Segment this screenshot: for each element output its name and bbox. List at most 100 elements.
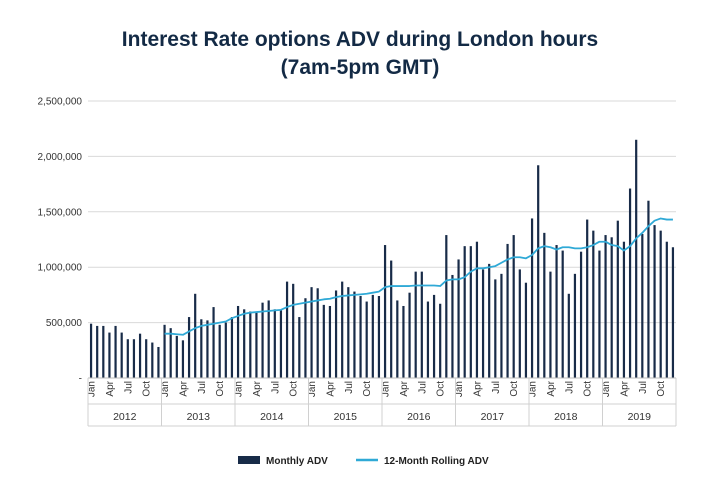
bar-monthly-adv <box>334 290 338 378</box>
bar-monthly-adv <box>628 188 632 378</box>
bar-monthly-adv <box>494 279 497 378</box>
bar-monthly-adv <box>671 247 675 378</box>
x-tick-label-month: Apr <box>252 380 263 396</box>
x-tick-label-year: 2017 <box>481 411 505 423</box>
x-tick-label-month: Jul <box>638 381 649 394</box>
x-axis: Jan Apr Jul Oct Jan Apr Jul Oct Jan Apr Jul Oct Jan A… <box>87 377 677 427</box>
y-axis: - 500,000 1,000,000 1,500,000 2,000,000 2,500… <box>38 97 83 385</box>
bar-monthly-adv <box>181 340 185 378</box>
bar-monthly-adv <box>396 300 399 378</box>
bar-monthly-adv <box>475 241 479 378</box>
bar-monthly-adv <box>108 332 111 378</box>
y-tick-label: - <box>79 374 82 385</box>
legend: Monthly ADV 12-Month Rolling ADV <box>238 456 489 467</box>
bar-monthly-adv <box>163 324 166 378</box>
bar-monthly-adv <box>488 263 491 378</box>
x-tick-label-month: Apr <box>546 380 557 396</box>
bar-monthly-adv <box>316 288 319 378</box>
bar-monthly-adv <box>224 322 227 378</box>
x-tick-label-month: Oct <box>656 381 667 397</box>
bar-monthly-adv <box>267 300 270 378</box>
bar-monthly-adv <box>200 319 203 378</box>
x-tick-label-month: Apr <box>178 380 189 396</box>
bar-monthly-adv <box>273 309 276 378</box>
gridlines <box>88 100 676 324</box>
bar-monthly-adv <box>236 305 240 378</box>
bar-monthly-adv <box>322 304 325 378</box>
bar-monthly-adv <box>175 335 178 378</box>
x-tick-label-year: 2019 <box>628 411 652 423</box>
x-tick-label-year: 2016 <box>407 411 431 423</box>
bar-monthly-adv <box>530 218 534 378</box>
x-tick-label-month: Jan <box>307 381 318 397</box>
bar-monthly-adv <box>138 333 142 378</box>
bar-monthly-adv <box>96 325 99 378</box>
x-tick-label-month: Jul <box>491 381 502 394</box>
bar-monthly-adv <box>567 293 570 378</box>
chart-title: Interest Rate options ADV during London … <box>0 26 720 82</box>
x-tick-label-month: Jan <box>601 381 612 397</box>
bar-monthly-adv <box>524 282 528 378</box>
bar-monthly-adv <box>120 332 123 378</box>
x-tick-label-month: Jul <box>417 381 428 394</box>
x-tick-label-month: Oct <box>583 381 594 397</box>
bar-monthly-adv <box>206 320 209 378</box>
bar-monthly-adv <box>212 307 215 378</box>
x-tick-label-year: 2015 <box>334 411 358 423</box>
bar-monthly-adv <box>402 305 405 378</box>
bar-monthly-adv <box>555 245 558 378</box>
bar-monthly-adv <box>89 323 93 378</box>
x-tick-label-month: Apr <box>399 380 410 396</box>
bar-monthly-adv <box>328 305 332 378</box>
bar-monthly-adv <box>359 296 362 378</box>
bar-monthly-adv <box>157 346 160 378</box>
bar-monthly-adv <box>518 269 521 378</box>
x-tick-label-month: Jul <box>564 381 575 394</box>
bar-monthly-adv <box>249 311 252 378</box>
bar-monthly-adv <box>408 292 411 378</box>
bar-monthly-adv <box>371 294 374 378</box>
x-tick-label-month: Jan <box>234 381 245 397</box>
bar-monthly-adv <box>451 274 454 378</box>
bar-monthly-adv <box>592 230 595 378</box>
bar-monthly-adv <box>537 165 540 378</box>
chart-title-line-1: Interest Rate options ADV during London … <box>121 28 599 51</box>
bar-monthly-adv <box>347 287 350 378</box>
x-tick-label-month: Apr <box>325 380 336 396</box>
x-tick-label-month: Jan <box>160 381 171 397</box>
x-tick-label-month: Oct <box>289 381 300 397</box>
bar-monthly-adv <box>243 309 246 378</box>
bar-monthly-adv <box>255 312 258 378</box>
bar-monthly-adv <box>573 273 577 378</box>
bar-monthly-adv <box>151 342 154 378</box>
bar-monthly-adv <box>187 317 191 378</box>
bar-monthly-adv <box>561 250 564 378</box>
y-tick-label: 1,000,000 <box>38 263 83 274</box>
bar-monthly-adv <box>420 271 423 378</box>
bar-monthly-adv <box>169 328 172 378</box>
x-tick-label-year: 2018 <box>554 411 578 423</box>
bar-monthly-adv <box>463 246 466 378</box>
bar-monthly-adv <box>377 296 381 378</box>
bar-monthly-adv <box>426 301 430 378</box>
bar-monthly-adv <box>616 220 619 378</box>
x-tick-label-year: 2012 <box>113 411 137 423</box>
y-tick-label: 2,000,000 <box>38 152 83 163</box>
bar-monthly-adv <box>230 317 234 378</box>
bar-monthly-adv <box>469 246 472 378</box>
bar-monthly-adv <box>647 200 650 378</box>
legend-label-monthly-adv: Monthly ADV <box>266 456 328 467</box>
bar-monthly-adv <box>604 235 607 378</box>
bar-monthly-adv <box>341 281 344 378</box>
y-tick-label: 500,000 <box>46 318 83 329</box>
chart-title-line-2: (7am-5pm GMT) <box>280 56 440 79</box>
bar-monthly-adv <box>445 235 448 378</box>
bar-monthly-adv <box>432 294 436 378</box>
x-tick-label-month: Oct <box>436 381 447 397</box>
y-tick-label: 2,500,000 <box>38 97 83 108</box>
x-tick-label-month: Jul <box>197 381 208 394</box>
bar-monthly-adv <box>304 298 307 378</box>
bar-monthly-adv <box>665 241 668 378</box>
bar-monthly-adv <box>145 339 148 378</box>
